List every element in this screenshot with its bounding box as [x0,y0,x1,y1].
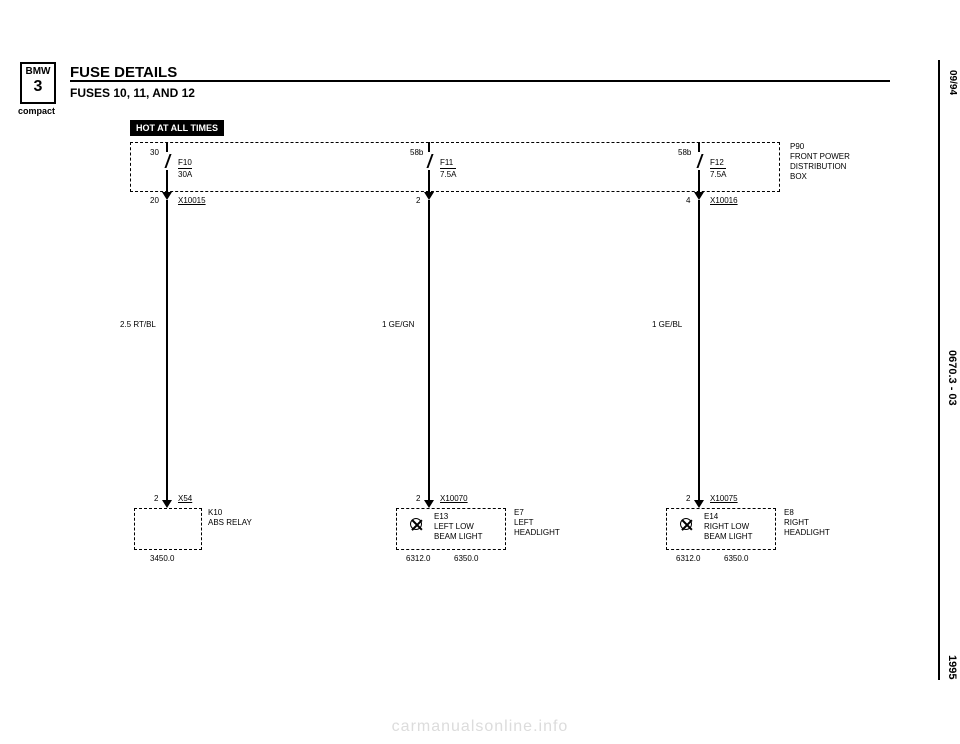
load-pin: 2 [416,494,420,503]
load-l2: LEFT LOW [434,522,474,531]
fuse-name: F12 [710,158,724,167]
logo-subtext: compact [18,106,55,116]
load-ext-l3: HEADLIGHT [514,528,560,537]
load-l2: RIGHT LOW [704,522,749,531]
page: BMW 3 compact FUSE DETAILS FUSES 10, 11,… [0,0,960,744]
load-l3: BEAM LIGHT [434,532,482,541]
connector-icon [162,500,172,508]
load-conn: X10070 [440,494,468,503]
load-ext-l2: RIGHT [784,518,809,527]
load-l3: BEAM LIGHT [704,532,752,541]
fuse-pin-bot: 4 [686,196,690,205]
fuse-icon [696,154,704,168]
power-box-l1: FRONT POWER [790,152,850,161]
load-ref: 6312.0 [406,554,430,563]
fuse-name: F10 [178,158,192,167]
spine-doc-id: 0670.3 - 03 [946,350,958,406]
lamp-icon [680,518,692,530]
bmw-logo: BMW 3 [20,62,56,104]
fuse-conn: X10016 [710,196,738,205]
power-box-l3: BOX [790,172,807,181]
wire [428,200,430,500]
fuse-pin-bot: 2 [416,196,420,205]
load-ref2: 6350.0 [454,554,478,563]
connector-icon [694,192,704,200]
wiring-diagram: HOT AT ALL TIMES P90 FRONT POWER DISTRIB… [120,120,900,580]
fuse-conn: X10015 [178,196,206,205]
fuse-rating: 7.5A [440,168,456,179]
logo-mid: 3 [22,79,54,95]
power-box-l2: DISTRIBUTION [790,162,846,171]
fuse-pin-bot: 20 [150,196,159,205]
load-ref: 3450.0 [150,554,174,563]
fuse-icon [164,154,172,168]
load-ext-l1: E8 [784,508,794,517]
load-l1: K10 [208,508,222,517]
wire [166,200,168,500]
load-pin: 2 [154,494,158,503]
fuse-pin-top: 58b [678,148,691,157]
connector-icon [694,500,704,508]
title-rule [70,80,890,82]
load-ref2: 6350.0 [724,554,748,563]
load-pin: 2 [686,494,690,503]
fuse-icon [426,154,434,168]
fuse-pin-top: 58b [410,148,423,157]
lamp-icon [410,518,422,530]
load-l1: E13 [434,512,448,521]
load-ext-l3: HEADLIGHT [784,528,830,537]
load-ref: 6312.0 [676,554,700,563]
watermark: carmanualsonline.info [0,718,960,736]
fuse-pin-top: 30 [150,148,159,157]
page-title: FUSE DETAILS [70,64,177,81]
connector-icon [162,192,172,200]
load-ext-l1: E7 [514,508,524,517]
spine-line [938,60,940,680]
hot-badge: HOT AT ALL TIMES [130,120,224,136]
load-conn: X54 [178,494,192,503]
load-box [134,508,202,550]
load-conn: X10075 [710,494,738,503]
power-box-code: P90 [790,142,804,151]
logo-top: BMW [22,64,54,79]
wire-label: 2.5 RT/BL [120,320,156,329]
wire-label: 1 GE/GN [382,320,414,329]
spine-year: 1995 [946,655,958,679]
fuse-rating: 30A [178,168,192,179]
connector-icon [424,192,434,200]
connector-icon [424,500,434,508]
fuse-rating: 7.5A [710,168,726,179]
load-l2: ABS RELAY [208,518,252,527]
load-l1: E14 [704,512,718,521]
load-ext-l2: LEFT [514,518,534,527]
spine-date: 09/94 [947,70,958,95]
fuse-name: F11 [440,158,453,167]
wire-label: 1 GE/BL [652,320,682,329]
page-subtitle: FUSES 10, 11, AND 12 [70,86,195,100]
wire [698,200,700,500]
